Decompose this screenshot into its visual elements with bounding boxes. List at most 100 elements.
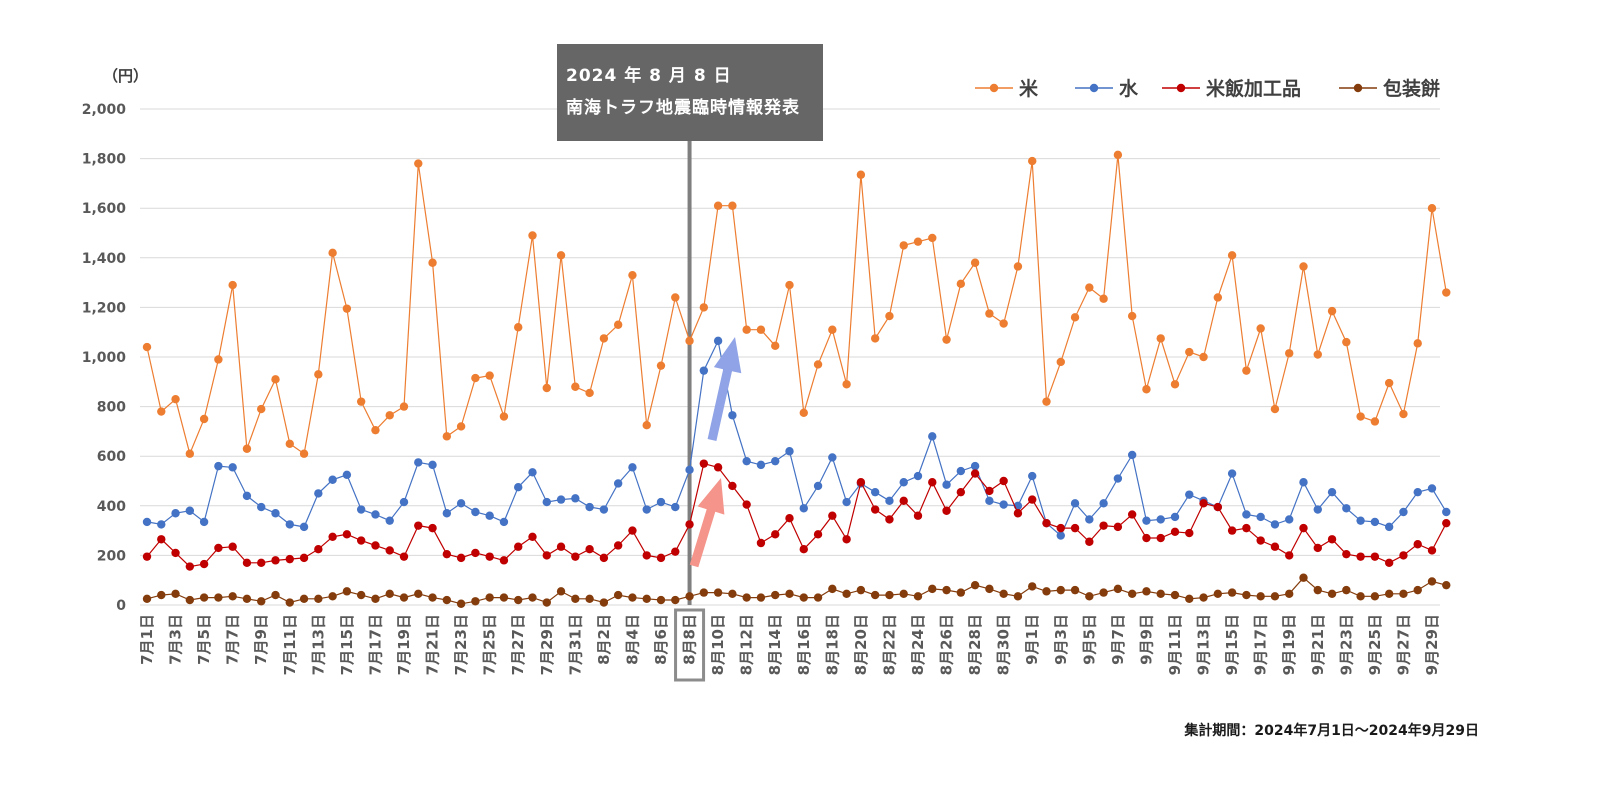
data-point xyxy=(928,584,937,594)
data-point xyxy=(1356,552,1365,561)
data-point xyxy=(1299,573,1308,582)
data-point xyxy=(1127,510,1137,519)
data-point xyxy=(185,449,195,458)
data-point xyxy=(285,520,294,529)
data-point xyxy=(970,461,980,471)
data-point xyxy=(799,408,808,417)
data-point xyxy=(499,593,509,602)
data-point xyxy=(671,502,680,512)
data-point xyxy=(1299,478,1308,487)
data-point xyxy=(799,545,808,554)
data-point xyxy=(199,414,209,424)
legend-item: 水 xyxy=(1075,78,1139,100)
data-point xyxy=(1342,337,1351,347)
data-point xyxy=(842,380,851,389)
x-tick-label: 9月17日 xyxy=(1252,614,1270,675)
data-point xyxy=(985,309,994,318)
data-point xyxy=(899,496,908,506)
data-point xyxy=(314,545,323,554)
data-point xyxy=(442,432,452,441)
legend-label: 米飯加工品 xyxy=(1206,77,1301,100)
data-point xyxy=(528,468,537,477)
y-tick-label: 1,000 xyxy=(82,350,127,366)
data-point xyxy=(642,594,651,603)
data-point xyxy=(1113,474,1123,483)
data-point xyxy=(1099,588,1108,597)
data-point xyxy=(1413,540,1422,549)
data-point xyxy=(428,460,437,470)
data-point xyxy=(356,505,366,514)
data-point xyxy=(1327,306,1337,316)
data-point xyxy=(1356,516,1365,525)
data-point xyxy=(328,532,337,541)
data-point xyxy=(656,361,666,370)
data-point xyxy=(1099,294,1108,303)
data-point xyxy=(471,373,480,383)
data-point xyxy=(1256,512,1265,522)
data-point xyxy=(642,505,651,514)
data-point xyxy=(742,456,751,466)
x-tick-label: 8月22日 xyxy=(880,614,898,675)
x-tick-label: 7月23日 xyxy=(452,614,470,675)
data-point xyxy=(813,530,823,539)
data-point xyxy=(956,487,966,497)
x-tick-label: 8月24日 xyxy=(909,614,927,675)
data-point xyxy=(1013,262,1023,271)
data-point xyxy=(856,170,866,179)
data-point xyxy=(913,592,923,601)
data-point xyxy=(628,463,637,472)
data-point xyxy=(999,589,1008,599)
data-point xyxy=(1042,587,1051,596)
data-point xyxy=(414,159,423,168)
data-point xyxy=(171,394,180,404)
data-point xyxy=(628,526,637,535)
data-point xyxy=(899,478,908,487)
data-point xyxy=(257,597,266,606)
data-point xyxy=(1013,592,1023,601)
data-point xyxy=(314,594,323,603)
data-point xyxy=(1399,589,1408,599)
data-point xyxy=(185,506,195,515)
data-point xyxy=(1242,366,1251,375)
data-point xyxy=(1142,587,1151,596)
data-point xyxy=(1242,590,1251,600)
data-point xyxy=(785,514,794,523)
y-tick-label: 1,800 xyxy=(82,152,127,168)
data-point xyxy=(671,293,680,302)
data-point xyxy=(1256,324,1265,333)
data-point xyxy=(1085,283,1094,292)
x-tick-label: 9月13日 xyxy=(1195,614,1213,675)
data-point xyxy=(371,594,380,603)
data-point xyxy=(728,589,737,599)
data-point xyxy=(956,279,966,289)
event-box-background xyxy=(557,44,823,141)
data-point xyxy=(242,491,252,501)
data-point xyxy=(257,558,266,568)
data-point xyxy=(1442,288,1451,297)
data-point xyxy=(157,590,166,600)
data-point xyxy=(1056,523,1065,533)
data-point xyxy=(1384,558,1394,568)
data-point xyxy=(970,258,980,267)
data-point xyxy=(742,593,751,602)
data-point xyxy=(1370,592,1380,601)
data-point xyxy=(771,456,780,466)
data-point xyxy=(942,585,951,595)
data-point xyxy=(471,507,480,517)
data-point xyxy=(1270,404,1280,414)
x-tick-label: 9月9日 xyxy=(1137,614,1155,665)
data-point xyxy=(885,311,894,321)
data-point xyxy=(1442,507,1451,517)
data-point xyxy=(299,522,309,532)
data-point xyxy=(585,388,594,398)
data-point xyxy=(528,532,537,541)
x-tick-label: 8月8日 xyxy=(681,614,699,665)
data-point xyxy=(1270,520,1280,529)
series-layer xyxy=(142,150,1451,608)
data-point xyxy=(285,598,294,607)
data-point xyxy=(342,304,352,313)
data-point xyxy=(956,466,966,476)
data-point xyxy=(528,231,537,240)
x-tick-label: 9月11日 xyxy=(1166,614,1184,675)
